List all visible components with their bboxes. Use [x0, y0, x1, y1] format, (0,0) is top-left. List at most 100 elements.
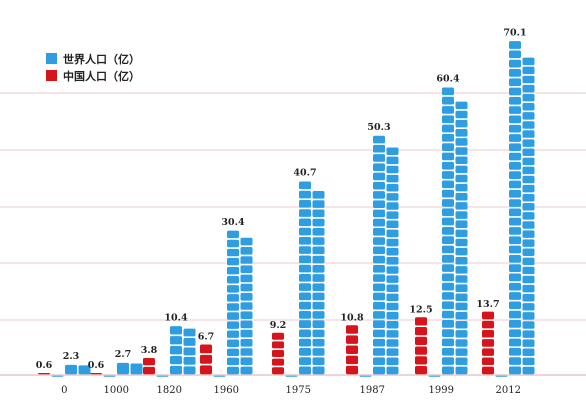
world-bar — [359, 375, 372, 377]
world-bar-block — [509, 236, 521, 245]
world-bar-block — [170, 355, 182, 365]
x-tick-label: 0 — [61, 385, 67, 396]
world-bar-block — [386, 211, 399, 219]
china-bar-block — [272, 332, 284, 340]
world-bar-block — [522, 284, 535, 293]
world-bar-block — [386, 193, 399, 201]
world-bar-block — [509, 50, 521, 59]
world-bar-block — [386, 238, 399, 247]
world-bar-block — [509, 245, 521, 254]
world-bar-block — [455, 156, 468, 164]
world-bar-block — [386, 339, 399, 347]
world-bar-block — [312, 237, 325, 245]
world-bar-block — [455, 183, 468, 192]
world-bar-block — [299, 218, 311, 227]
legend-label-china: 中国人口（亿） — [63, 69, 140, 83]
world-bar-block — [373, 320, 385, 329]
world-bar-block — [455, 202, 468, 210]
world-bar — [285, 375, 298, 377]
world-value-label: 60.4 — [436, 74, 460, 85]
china-bar-block — [200, 365, 212, 375]
world-bar-block — [299, 255, 311, 264]
world-bar-block — [386, 366, 399, 375]
world-bar-block — [522, 303, 535, 311]
world-bar-block — [442, 199, 454, 207]
world-bar-block — [299, 283, 311, 291]
world-bar-block — [240, 256, 253, 264]
x-tick-label: 1987 — [360, 385, 385, 396]
world-bar-block — [359, 375, 372, 377]
world-bar-block — [522, 257, 535, 266]
world-bar-block — [227, 248, 239, 257]
world-bar-block — [455, 256, 468, 265]
world-bar-block — [509, 199, 521, 207]
world-bar-block — [509, 292, 521, 300]
world-bar-block — [455, 266, 468, 274]
world-bar-block — [170, 336, 182, 345]
world-bar — [51, 375, 64, 377]
china-value-label: 6.7 — [198, 332, 215, 343]
china-bar-block — [143, 358, 155, 366]
world-bar-block — [373, 357, 385, 365]
legend-item-world: 世界人口（亿） — [46, 50, 140, 67]
world-bar-block — [240, 348, 253, 356]
world-bar-block — [509, 124, 521, 133]
world-bar-block — [386, 165, 399, 174]
world-bar-block — [299, 329, 311, 338]
world-bar-block — [285, 375, 298, 377]
world-bar — [522, 57, 535, 375]
world-bar-block — [299, 348, 311, 356]
china-bar-block — [346, 355, 358, 365]
world-bar-block — [509, 264, 521, 272]
china-bar-block — [415, 317, 427, 326]
world-bar — [65, 364, 77, 375]
world-bar-block — [386, 257, 399, 265]
world-bar — [386, 147, 399, 375]
world-bar-block — [509, 208, 521, 217]
world-bar-block — [299, 246, 311, 254]
world-bar-block — [386, 284, 399, 292]
world-bar-block — [240, 237, 253, 246]
world-bar-block — [373, 338, 385, 347]
world-bar-block — [156, 375, 169, 377]
world-bar-block — [509, 282, 521, 291]
world-bar-block — [455, 220, 468, 228]
world-bar-block — [509, 106, 521, 114]
world-bar-block — [509, 115, 521, 124]
world-bar-block — [442, 310, 454, 319]
world-bar-block — [183, 356, 196, 365]
world-bar-block — [299, 320, 311, 328]
world-bar — [509, 41, 521, 375]
world-bar — [428, 375, 441, 377]
world-bar-block — [312, 274, 325, 282]
world-bar-block — [386, 320, 399, 329]
world-bar-block — [170, 365, 182, 375]
world-bar-block — [227, 266, 239, 275]
world-bar-block — [509, 143, 521, 152]
world-bar-block — [386, 357, 399, 366]
world-bar-block — [442, 226, 454, 235]
world-bar-block — [442, 301, 454, 310]
legend: 世界人口（亿） 中国人口（亿） — [46, 50, 140, 84]
x-tick-label: 1000 — [104, 385, 129, 396]
world-bar-block — [509, 301, 521, 310]
china-bar-block — [415, 327, 427, 336]
world-bar-block — [312, 209, 325, 218]
world-value-label: 40.7 — [293, 168, 316, 179]
world-bar-block — [509, 189, 521, 198]
world-bar-block — [299, 338, 311, 347]
world-bar-block — [455, 193, 468, 201]
china-bar — [482, 311, 494, 375]
china-value-label: 0.6 — [88, 360, 105, 371]
world-bar-block — [65, 364, 77, 375]
world-bar-block — [509, 152, 521, 161]
world-bar-block — [299, 274, 311, 282]
world-bar-block — [442, 152, 454, 161]
world-bar-block — [373, 163, 385, 172]
world-bar-block — [299, 301, 311, 310]
china-bar-block — [415, 366, 427, 375]
world-bar-block — [312, 264, 325, 273]
world-bar-block — [522, 239, 535, 247]
world-bar-block — [312, 348, 325, 356]
world-bar-block — [240, 274, 253, 283]
